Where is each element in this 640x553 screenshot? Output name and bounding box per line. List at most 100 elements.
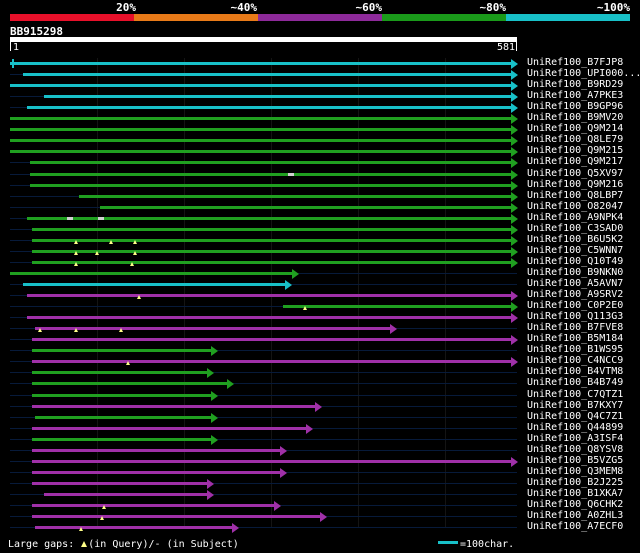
hit-row[interactable]: UniRef100_Q9M214 xyxy=(0,123,640,136)
alignment-bar[interactable] xyxy=(282,305,512,309)
alignment-bar[interactable] xyxy=(31,238,512,242)
hit-name[interactable]: UniRef100_B9RD29 xyxy=(527,79,624,91)
hit-name[interactable]: UniRef100_B1XKA7 xyxy=(527,487,624,499)
alignment-bar[interactable] xyxy=(26,216,512,220)
alignment-bar[interactable] xyxy=(44,95,512,99)
hit-name[interactable]: UniRef100_Q5XV97 xyxy=(527,167,624,179)
alignment-bar[interactable] xyxy=(31,338,512,342)
hit-row[interactable]: UniRef100_B6U5K2 xyxy=(0,233,640,246)
alignment-bar[interactable] xyxy=(10,150,512,154)
hit-name[interactable]: UniRef100_B1WS95 xyxy=(527,344,624,356)
alignment-bar[interactable] xyxy=(26,106,512,110)
hit-row[interactable]: UniRef100_Q9M215 xyxy=(0,145,640,158)
alignment-bar[interactable] xyxy=(31,227,512,231)
hit-row[interactable]: UniRef100_C0P2E0 xyxy=(0,300,640,313)
alignment-bar[interactable] xyxy=(10,62,512,65)
hit-row[interactable]: UniRef100_B1WS95 xyxy=(0,344,640,357)
hit-row[interactable]: UniRef100_B1XKA7 xyxy=(0,487,640,500)
alignment-bar[interactable] xyxy=(10,139,512,143)
hit-name[interactable]: UniRef100_B5M184 xyxy=(527,333,624,345)
alignment-bar[interactable] xyxy=(10,128,512,132)
hit-row[interactable]: UniRef100_B9RD29 xyxy=(0,79,640,92)
hit-row[interactable]: UniRef100_Q8LBP7 xyxy=(0,189,640,202)
hit-name[interactable]: UniRef100_B5VZG5 xyxy=(527,454,624,466)
alignment-bar[interactable] xyxy=(31,448,282,452)
hit-name[interactable]: UniRef100_B7FJP8 xyxy=(527,57,624,68)
hit-row[interactable]: UniRef100_A0ZHL3 xyxy=(0,510,640,523)
alignment-bar[interactable] xyxy=(31,393,213,397)
hit-row[interactable]: UniRef100_B9GP96 xyxy=(0,101,640,114)
alignment-bar[interactable] xyxy=(30,161,512,165)
hit-name[interactable]: UniRef100_B2J225 xyxy=(527,476,624,488)
hit-row[interactable]: UniRef100_Q9M217 xyxy=(0,156,640,169)
alignment-bar[interactable] xyxy=(100,205,512,209)
hit-name[interactable]: UniRef100_B4B749 xyxy=(527,377,624,389)
hit-row[interactable]: UniRef100_A7PKE3 xyxy=(0,90,640,103)
hit-row[interactable]: UniRef100_C3SAD0 xyxy=(0,222,640,235)
hit-name[interactable]: UniRef100_A0ZHL3 xyxy=(527,510,624,522)
hit-name[interactable]: UniRef100_Q9M214 xyxy=(527,123,624,135)
hit-row[interactable]: UniRef100_Q9M216 xyxy=(0,178,640,191)
hit-row[interactable]: UniRef100_Q10T49 xyxy=(0,255,640,268)
hit-name[interactable]: UniRef100_A9NPK4 xyxy=(527,211,624,223)
hit-name[interactable]: UniRef100_O82047 xyxy=(527,200,624,212)
alignment-bar[interactable] xyxy=(31,515,321,519)
hit-row[interactable]: UniRef100_B7FJP8 xyxy=(0,57,640,69)
hit-row[interactable]: UniRef100_B9NKN0 xyxy=(0,266,640,279)
hit-name[interactable]: UniRef100_B6U5K2 xyxy=(527,233,624,245)
alignment-bar[interactable] xyxy=(30,183,512,187)
hit-name[interactable]: UniRef100_A7ECF0 xyxy=(527,521,624,533)
hit-name[interactable]: UniRef100_B9NKN0 xyxy=(527,266,624,278)
hit-name[interactable]: UniRef100_C5WNN7 xyxy=(527,244,624,256)
alignment-bar[interactable] xyxy=(23,73,512,77)
hit-name[interactable]: UniRef100_A7PKE3 xyxy=(527,90,624,102)
hit-name[interactable]: UniRef100_Q9M217 xyxy=(527,156,624,168)
hit-row[interactable]: UniRef100_B5VZG5 xyxy=(0,454,640,467)
hit-row[interactable]: UniRef100_A9SRV2 xyxy=(0,289,640,302)
hit-row[interactable]: UniRef100_UPI000... xyxy=(0,68,640,81)
hit-row[interactable]: UniRef100_B5M184 xyxy=(0,333,640,346)
alignment-bar[interactable] xyxy=(26,316,512,320)
hit-row[interactable]: UniRef100_A9NPK4 xyxy=(0,211,640,224)
hit-name[interactable]: UniRef100_Q10T49 xyxy=(527,255,624,267)
hit-name[interactable]: UniRef100_Q4C7Z1 xyxy=(527,410,624,422)
hit-row[interactable]: UniRef100_Q4C7Z1 xyxy=(0,410,640,423)
alignment-bar[interactable] xyxy=(35,327,392,331)
hit-name[interactable]: UniRef100_B7FVE8 xyxy=(527,322,624,334)
hit-name[interactable]: UniRef100_Q9M216 xyxy=(527,178,624,190)
hit-name[interactable]: UniRef100_A3ISF4 xyxy=(527,432,624,444)
alignment-bar[interactable] xyxy=(31,260,512,264)
hit-row[interactable]: UniRef100_B7FVE8 xyxy=(0,322,640,335)
alignment-bar[interactable] xyxy=(10,117,512,121)
hit-row[interactable]: UniRef100_A3ISF4 xyxy=(0,432,640,445)
hit-name[interactable]: UniRef100_B9MV20 xyxy=(527,112,624,124)
hit-row[interactable]: UniRef100_Q8YSV8 xyxy=(0,444,640,456)
alignment-bar[interactable] xyxy=(31,404,317,408)
hit-name[interactable]: UniRef100_C0P2E0 xyxy=(527,300,624,312)
alignment-bar[interactable] xyxy=(31,481,208,485)
hit-name[interactable]: UniRef100_B7KXY7 xyxy=(527,399,624,411)
hit-row[interactable]: UniRef100_A7ECF0 xyxy=(0,521,640,534)
hit-row[interactable]: UniRef100_Q44899 xyxy=(0,421,640,434)
hit-name[interactable]: UniRef100_Q8LE79 xyxy=(527,134,624,146)
hit-name[interactable]: UniRef100_A9SRV2 xyxy=(527,289,624,301)
hit-row[interactable]: UniRef100_Q3MEM8 xyxy=(0,465,640,478)
hit-name[interactable]: UniRef100_Q6CHK2 xyxy=(527,499,624,510)
hit-name[interactable]: UniRef100_C7QTZ1 xyxy=(527,388,624,400)
hit-row[interactable]: UniRef100_O82047 xyxy=(0,200,640,213)
hit-name[interactable]: UniRef100_Q8LBP7 xyxy=(527,189,624,201)
alignment-bar[interactable] xyxy=(31,426,308,430)
hit-name[interactable]: UniRef100_Q113G3 xyxy=(527,311,624,323)
hit-name[interactable]: UniRef100_Q44899 xyxy=(527,421,624,433)
hit-name[interactable]: UniRef100_Q3MEM8 xyxy=(527,465,624,477)
hit-row[interactable]: UniRef100_B4VTM8 xyxy=(0,366,640,379)
hit-row[interactable]: UniRef100_B4B749 xyxy=(0,377,640,390)
alignment-bar[interactable] xyxy=(31,470,282,474)
alignment-bar[interactable] xyxy=(31,504,276,507)
alignment-bar[interactable] xyxy=(35,526,234,530)
hit-name[interactable]: UniRef100_C3SAD0 xyxy=(527,222,624,234)
alignment-bar[interactable] xyxy=(31,249,512,253)
alignment-bar[interactable] xyxy=(31,382,228,386)
hit-name[interactable]: UniRef100_UPI000... xyxy=(527,68,640,80)
alignment-bar[interactable] xyxy=(10,84,512,88)
